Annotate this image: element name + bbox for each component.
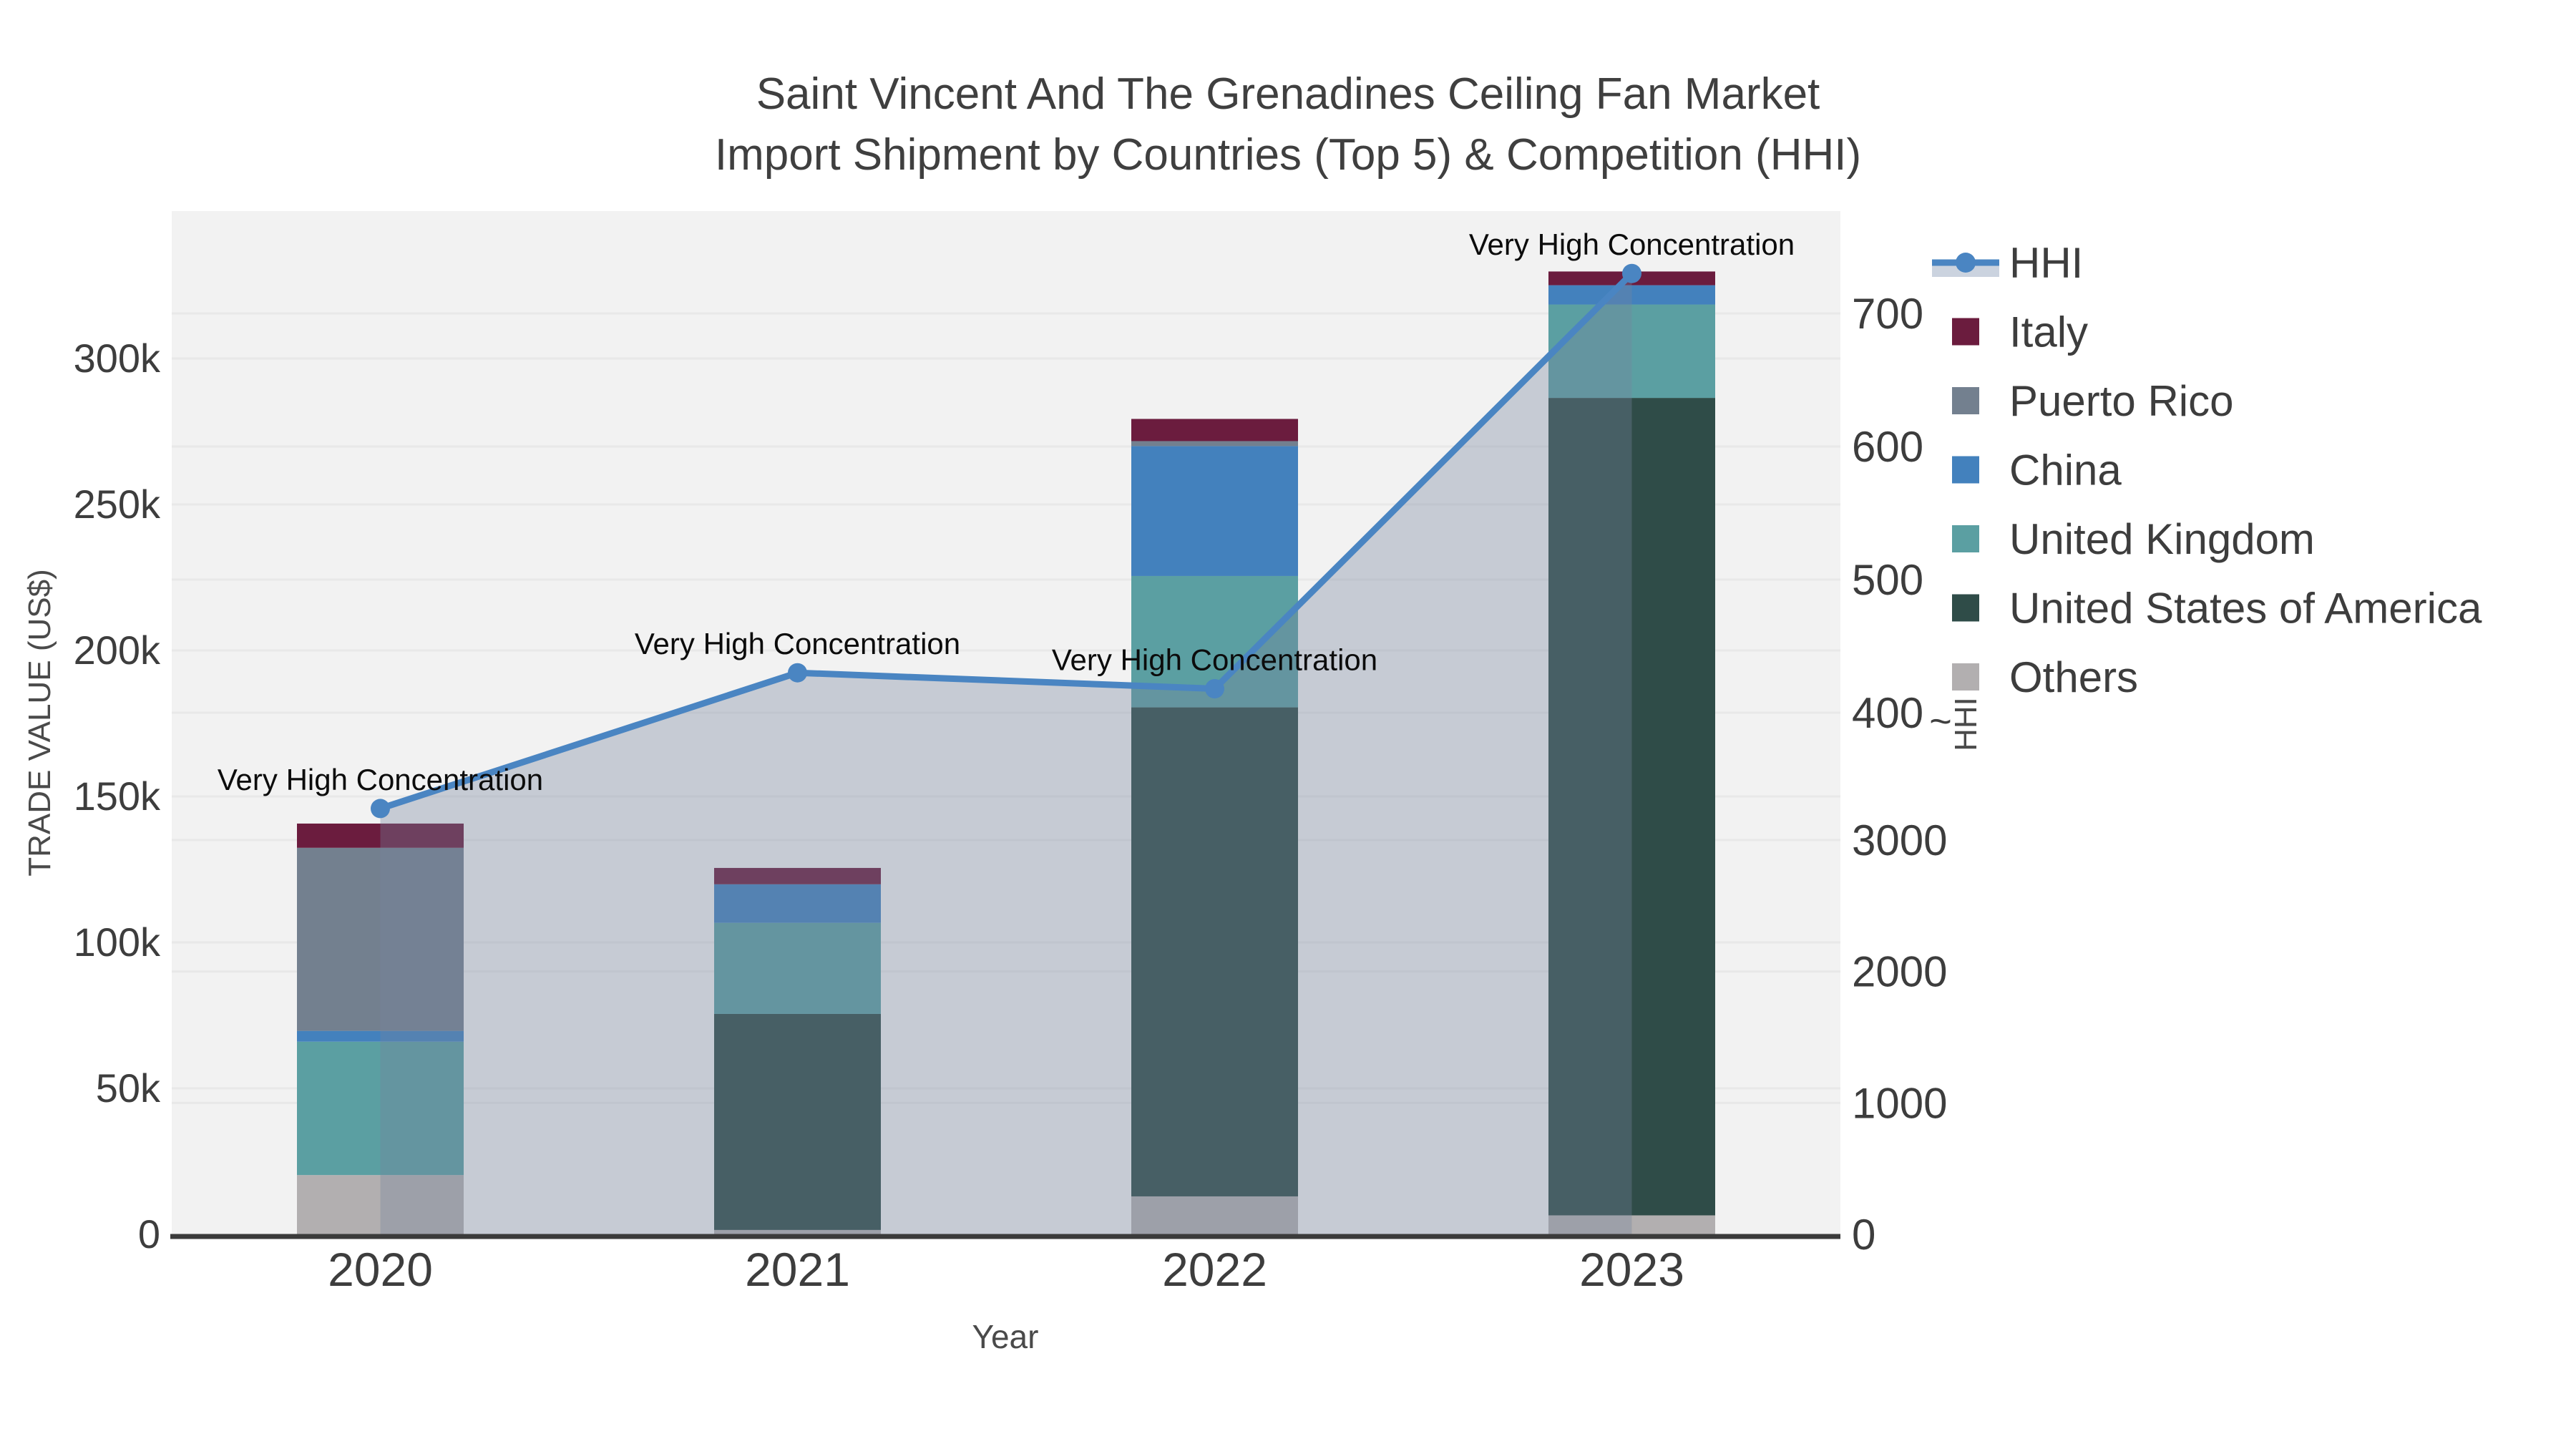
stacked-bars — [297, 271, 1715, 1234]
y-right-tick-2000: 2000 — [1852, 948, 1947, 996]
y-left-tick-300k: 300k — [74, 336, 161, 381]
bar-segment-china-2021 — [714, 884, 881, 923]
legend-hhi-marker-icon — [1956, 253, 1976, 273]
x-tick-2021: 2021 — [745, 1243, 850, 1296]
hhi-point-2022 — [1205, 679, 1224, 699]
y-right-tick-0: 0 — [1852, 1211, 1875, 1259]
bar-segment-united-states-of-america-2021 — [714, 1013, 881, 1230]
y-left-tick-150k: 150k — [74, 774, 161, 819]
x-tick-2020: 2020 — [328, 1243, 433, 1296]
bar-segment-italy-2021 — [714, 867, 881, 884]
legend-item-puerto-rico: Puerto Rico — [1952, 377, 2233, 425]
bar-segment-united-kingdom-2023 — [1548, 304, 1715, 399]
legend-item-united-kingdom: United Kingdom — [1952, 515, 2315, 563]
bar-segment-others-2022 — [1131, 1196, 1298, 1234]
bar-segment-others-2020 — [297, 1175, 464, 1234]
hhi-point-2021 — [788, 663, 807, 683]
x-axis-title: Year — [972, 1318, 1039, 1355]
x-tick-labels: 2020 2021 2022 2023 — [328, 1243, 1684, 1296]
y-right-tick-1000: 1000 — [1852, 1079, 1947, 1127]
legend-swatch-icon — [1952, 318, 1979, 346]
bar-segment-others-2021 — [714, 1229, 881, 1234]
x-tick-2022: 2022 — [1162, 1243, 1267, 1296]
bar-segment-united-kingdom-2020 — [297, 1041, 464, 1176]
hhi-area — [380, 273, 1632, 1235]
y-left-tick-labels: 0 50k 100k 150k 200k 250k 300k — [74, 336, 161, 1257]
y-right-tick-700: 700 — [1852, 290, 1923, 338]
legend-label: Puerto Rico — [2009, 377, 2233, 425]
y-right-tick-400: 400 — [1852, 689, 1923, 737]
legend-label: China — [2009, 447, 2122, 494]
legend-swatch-icon — [1952, 663, 1979, 691]
y-left-tick-0: 0 — [138, 1211, 160, 1257]
y-right-axis-title: HHI — [1948, 697, 1984, 751]
y-right-tick-600: 600 — [1852, 423, 1923, 471]
legend-label: United States of America — [2009, 585, 2482, 633]
legend-swatch-icon — [1952, 525, 1979, 552]
x-tick-2023: 2023 — [1579, 1243, 1684, 1296]
legend-swatch-icon — [1952, 456, 1979, 484]
y-left-tick-250k: 250k — [74, 482, 161, 527]
hhi-point-2020 — [371, 799, 390, 819]
annotation-2021: Very High Concentration — [635, 627, 960, 660]
legend-item-others: Others — [1952, 653, 2138, 701]
y-right-tick-labels: 0 1000 2000 3000 400 500 600 700 — [1852, 290, 1947, 1259]
legend-label: Italy — [2009, 308, 2088, 356]
bar-segment-united-kingdom-2021 — [714, 922, 881, 1014]
hhi-line-path — [379, 271, 1634, 812]
hhi-area-fill — [380, 273, 1632, 1235]
y-left-tick-50k: 50k — [96, 1065, 161, 1111]
bar-segment-italy-2022 — [1131, 419, 1298, 441]
legend-swatch-icon — [1952, 387, 1979, 414]
hhi-line — [371, 263, 1641, 819]
annotation-2023: Very High Concentration — [1469, 228, 1795, 261]
legend-item-united-states-of-america: United States of America — [1952, 585, 2482, 633]
bar-segment-others-2023 — [1548, 1215, 1715, 1234]
y-left-axis-title: TRADE VALUE (US$) — [22, 569, 57, 877]
chart-title-line1: Saint Vincent And The Grenadines Ceiling… — [756, 69, 1820, 119]
legend-label: Others — [2009, 653, 2138, 701]
y-right-tick-500: 500 — [1852, 556, 1923, 604]
legend: HHI Italy Puerto Rico China United Kingdom Un… — [1932, 239, 2482, 701]
hhi-point-2023 — [1622, 263, 1641, 283]
legend-item-hhi: HHI — [1932, 239, 2083, 287]
bar-segment-italy-2020 — [297, 823, 464, 848]
legend-label: United Kingdom — [2009, 515, 2315, 563]
y-left-tick-100k: 100k — [74, 919, 161, 965]
bar-segment-puerto-rico-2020 — [297, 847, 464, 1031]
bar-segment-china-2022 — [1131, 446, 1298, 576]
legend-item-china: China — [1952, 447, 2122, 494]
legend-item-italy: Italy — [1952, 308, 2088, 356]
y-left-tick-200k: 200k — [74, 628, 161, 673]
bar-segment-united-states-of-america-2022 — [1131, 707, 1298, 1196]
chart-title-line2: Import Shipment by Countries (Top 5) & C… — [715, 130, 1861, 180]
bar-segment-puerto-rico-2022 — [1131, 441, 1298, 447]
bar-segment-china-2023 — [1548, 285, 1715, 305]
annotation-2020: Very High Concentration — [218, 763, 543, 796]
bar-segment-china-2020 — [297, 1030, 464, 1042]
annotation-2022: Very High Concentration — [1052, 643, 1377, 677]
annotations: Very High Concentration Very High Concent… — [218, 228, 1795, 796]
legend-label: HHI — [2009, 239, 2083, 287]
axis-break-marker: ~ — [1929, 700, 1952, 743]
legend-swatch-icon — [1952, 594, 1979, 622]
y-right-tick-3000: 3000 — [1852, 816, 1947, 864]
bar-segment-united-states-of-america-2023 — [1548, 398, 1715, 1216]
